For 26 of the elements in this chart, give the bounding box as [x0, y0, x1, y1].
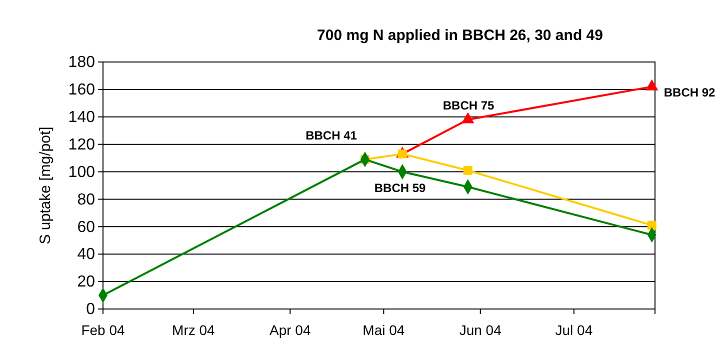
x-tick-label: Feb 04	[81, 322, 126, 338]
point	[463, 166, 472, 175]
y-tick-label: 0	[86, 301, 96, 318]
annotation: BBCH 59	[374, 180, 426, 195]
point	[462, 112, 474, 124]
y-tick-label: 180	[68, 54, 96, 72]
x-tick-label: Apr 04	[269, 322, 311, 338]
point	[647, 220, 656, 230]
y-tick-label: 20	[77, 274, 96, 291]
y-tick-label: 80	[77, 191, 96, 208]
chart-title: 700 mg N applied in BBCH 26, 30 and 49	[317, 27, 603, 44]
y-tick-label: 40	[77, 246, 96, 264]
y-axis-title: S uptake [mg/pot]	[37, 126, 54, 244]
annotation: BBCH 75	[442, 98, 495, 113]
annotation: BBCH 41	[306, 128, 358, 142]
x-tick-label: Jun 04	[459, 322, 502, 338]
y-tick-label: 120	[68, 136, 96, 154]
x-tick-label: Jul 04	[555, 322, 593, 338]
y-tick-label: 100	[68, 164, 96, 181]
annotation: BBCH 92	[664, 86, 716, 100]
x-tick-label: Mai 04	[362, 322, 405, 338]
y-tick-label: 140	[68, 109, 96, 126]
point	[646, 79, 658, 90]
y-tick-label: 160	[68, 82, 96, 99]
x-tick-label: Mrz 04	[172, 322, 216, 338]
y-tick-label: 60	[77, 218, 96, 236]
